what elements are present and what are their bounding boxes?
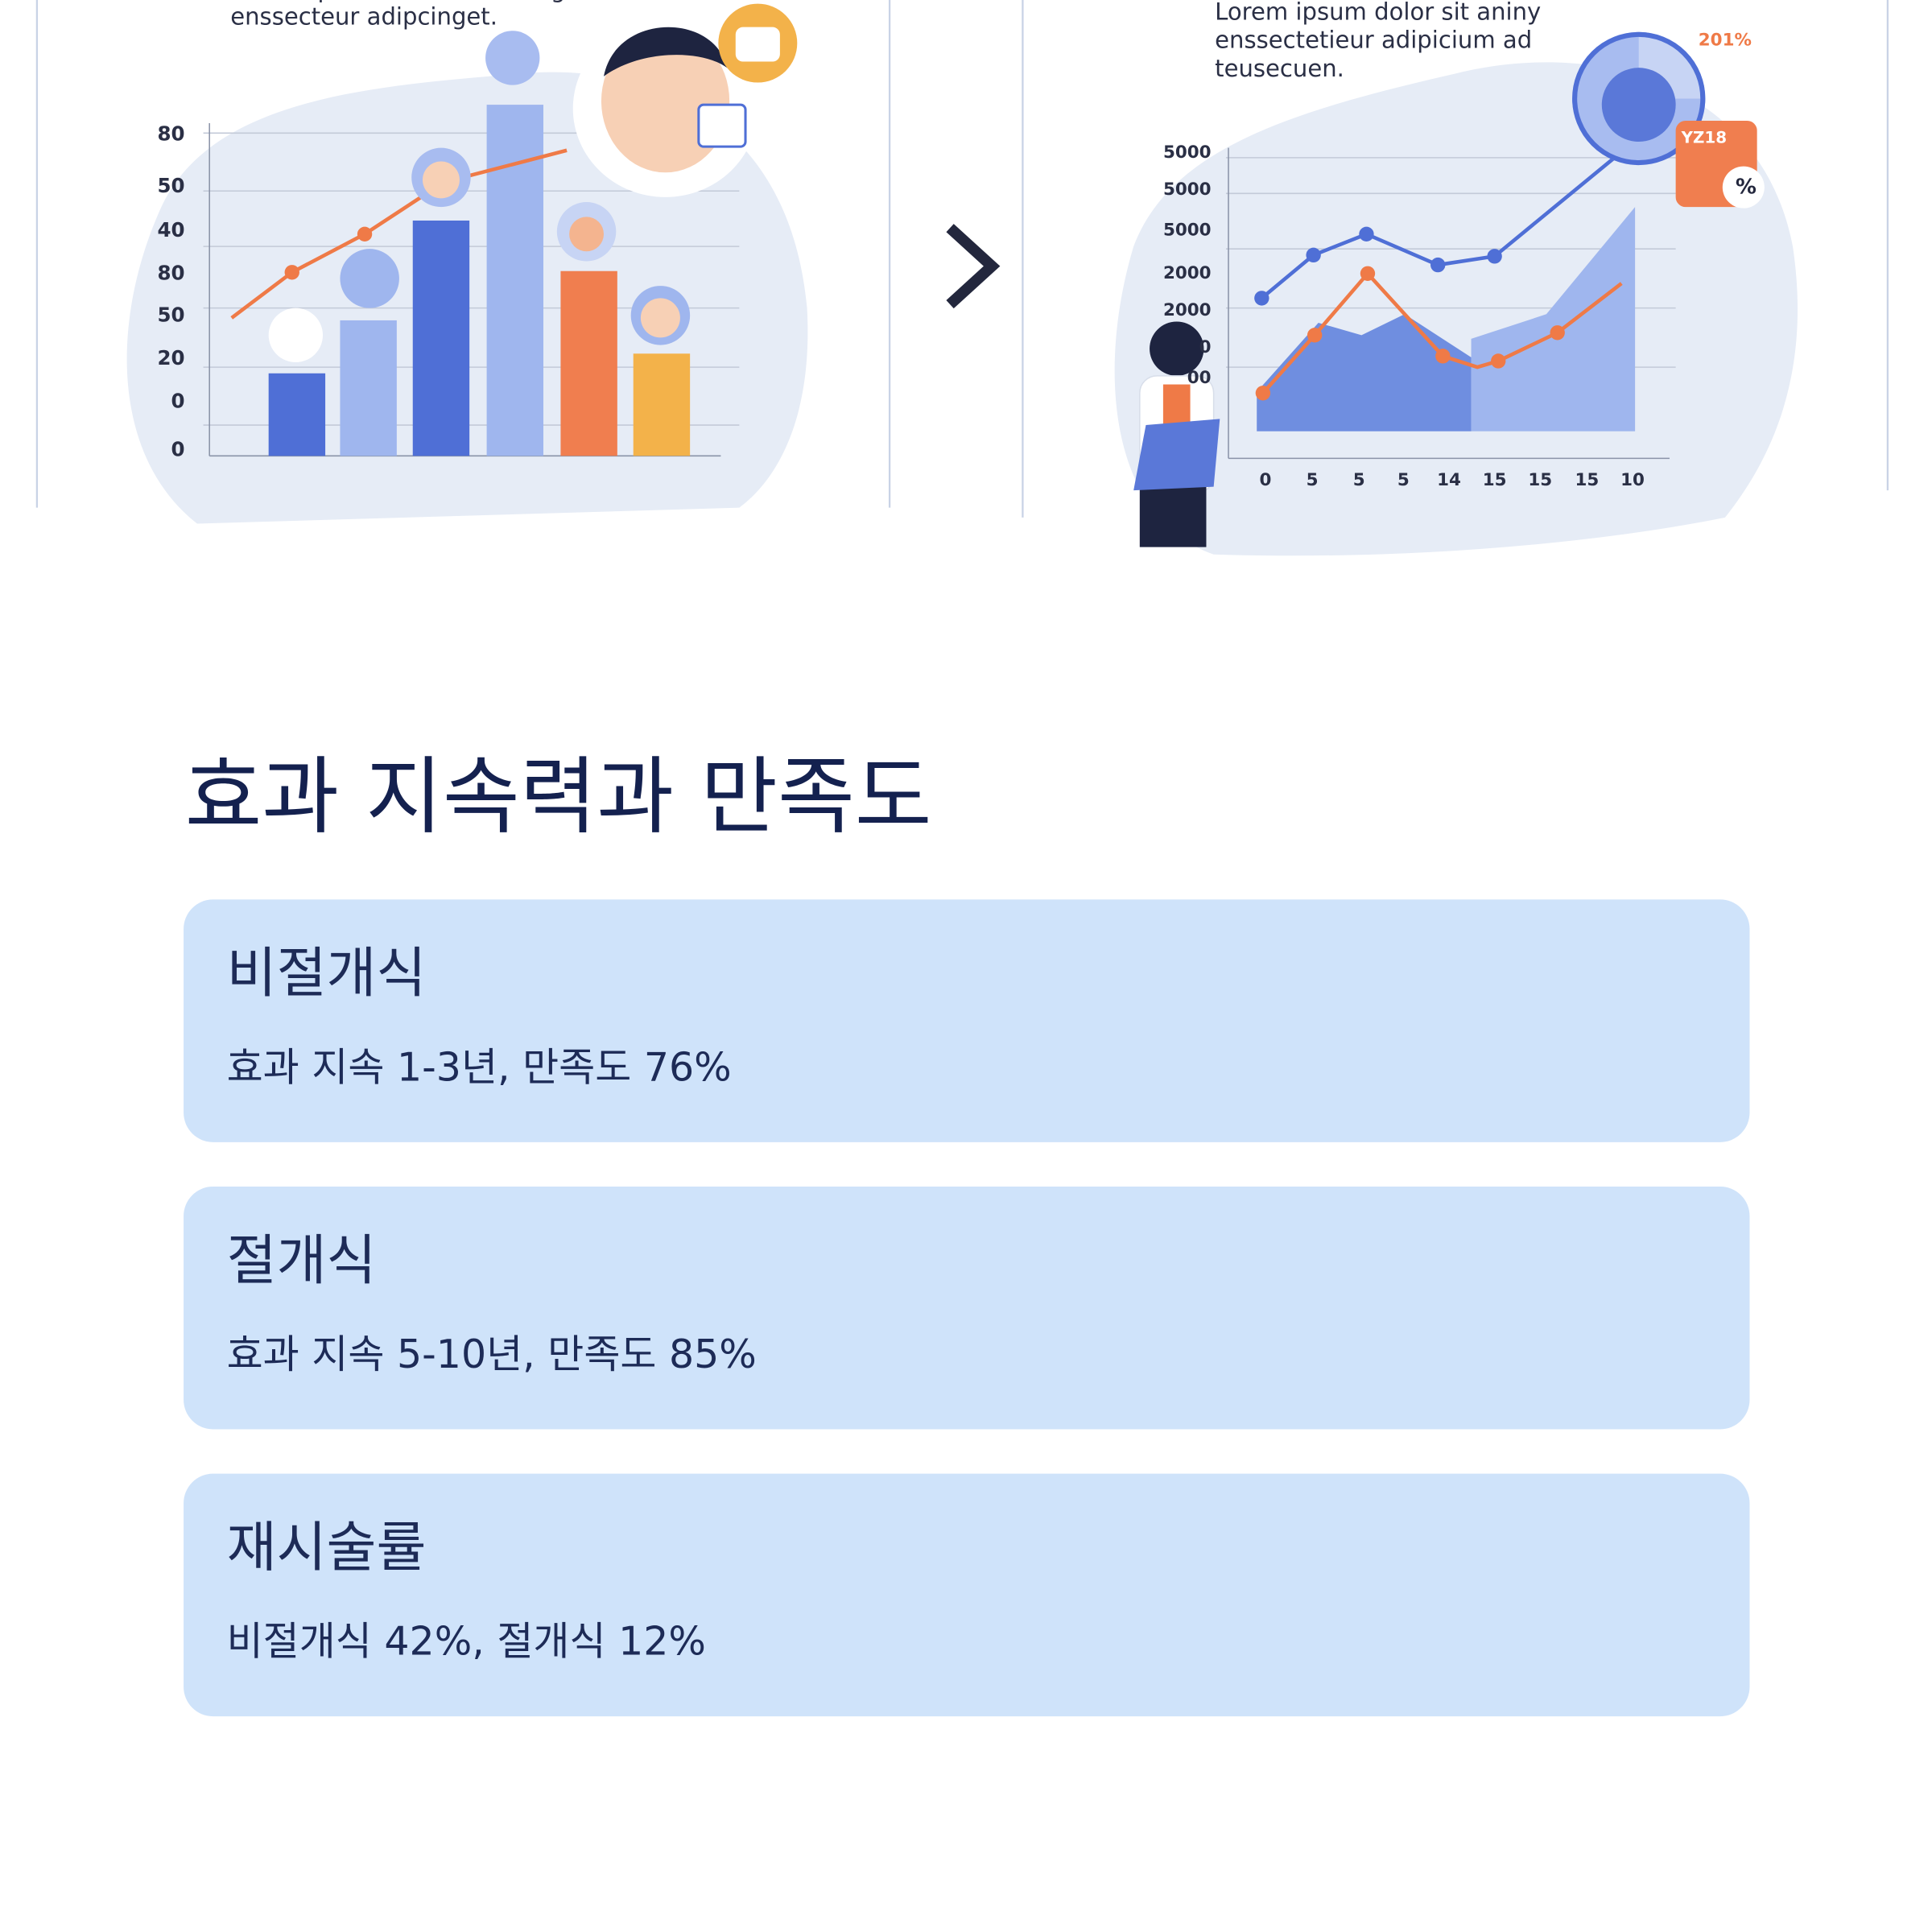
- avatars: [268, 3, 798, 362]
- right-line: [1261, 270, 1623, 394]
- illustration-text: Lorem ipsum dolor sit amingenssecteur ad…: [158, 0, 1757, 490]
- left-bars: [268, 105, 691, 456]
- axis-label: 0: [171, 390, 185, 413]
- axis-label: 40: [158, 218, 185, 242]
- axis-label: 5: [1353, 470, 1365, 490]
- card: [184, 899, 1750, 1142]
- bar: [340, 320, 397, 456]
- card-text: 비절개식 42%, 절개식 12%: [227, 1619, 706, 1665]
- axis-label: 00: [1187, 368, 1212, 388]
- axis-label: 2000: [1163, 300, 1212, 320]
- section-title: 효과 지속력과 만족도: [185, 748, 932, 846]
- bar: [560, 270, 617, 456]
- axis-label: 50: [158, 174, 185, 197]
- panel-frames: [35, 0, 1889, 518]
- right-dots: [1254, 226, 1502, 306]
- axis-label: 5: [1397, 470, 1410, 490]
- card: [184, 1186, 1750, 1430]
- badge: %: [1736, 175, 1757, 199]
- card-title: 절개식: [227, 1228, 377, 1292]
- bar: [412, 220, 470, 456]
- axis-label: 5000: [1163, 180, 1212, 200]
- caption: teusecuen.: [1215, 55, 1344, 82]
- axis-label: 2000: [1163, 263, 1212, 283]
- right-line: [1260, 146, 1628, 300]
- card-title: 재시술률: [227, 1515, 427, 1579]
- axis-label: 0: [171, 437, 185, 460]
- chevron: [946, 224, 1001, 309]
- badge: YZ18: [1681, 129, 1727, 147]
- bar: [268, 373, 326, 456]
- caption: Lorem ipsum dolor sit aming: [230, 0, 565, 3]
- caption: enssectetieur adipicium ad: [1215, 27, 1532, 54]
- caption: Lorem ipsum dolor sit aniny: [1215, 0, 1541, 25]
- axis-label: 15: [1528, 470, 1552, 490]
- axis-label: 5000: [1163, 142, 1212, 163]
- caption: enssecteur adipcinget.: [230, 3, 497, 31]
- axis-label: 50: [158, 303, 185, 326]
- area: [1257, 314, 1472, 431]
- axis-label: 80: [158, 261, 185, 284]
- left-dots: [284, 226, 373, 280]
- axis-label: 5: [1307, 470, 1319, 490]
- card-text: 효과 지속 1-3년, 만족도 76%: [227, 1044, 732, 1090]
- card-text: 효과 지속 5-10년, 만족도 85%: [227, 1331, 757, 1377]
- axis-label: 5000: [1163, 220, 1212, 240]
- axis-label: 10: [1620, 470, 1645, 490]
- right-dots: [1255, 266, 1565, 401]
- right-decor: [1133, 17, 1765, 547]
- area: [1471, 207, 1636, 431]
- axis-label: 0: [1199, 337, 1212, 357]
- axis-label: 14: [1437, 470, 1461, 490]
- card: [184, 1473, 1750, 1717]
- badge: 201%: [1699, 31, 1752, 51]
- axis-label: 80: [158, 122, 185, 145]
- axis-label: 20: [158, 346, 185, 369]
- axis-label: 15: [1575, 470, 1600, 490]
- axis-label: 15: [1483, 470, 1507, 490]
- right-blob: [1114, 62, 1798, 556]
- card-title: 비절개식: [227, 941, 427, 1005]
- bar: [633, 353, 691, 456]
- axis-label: 0: [1259, 470, 1271, 490]
